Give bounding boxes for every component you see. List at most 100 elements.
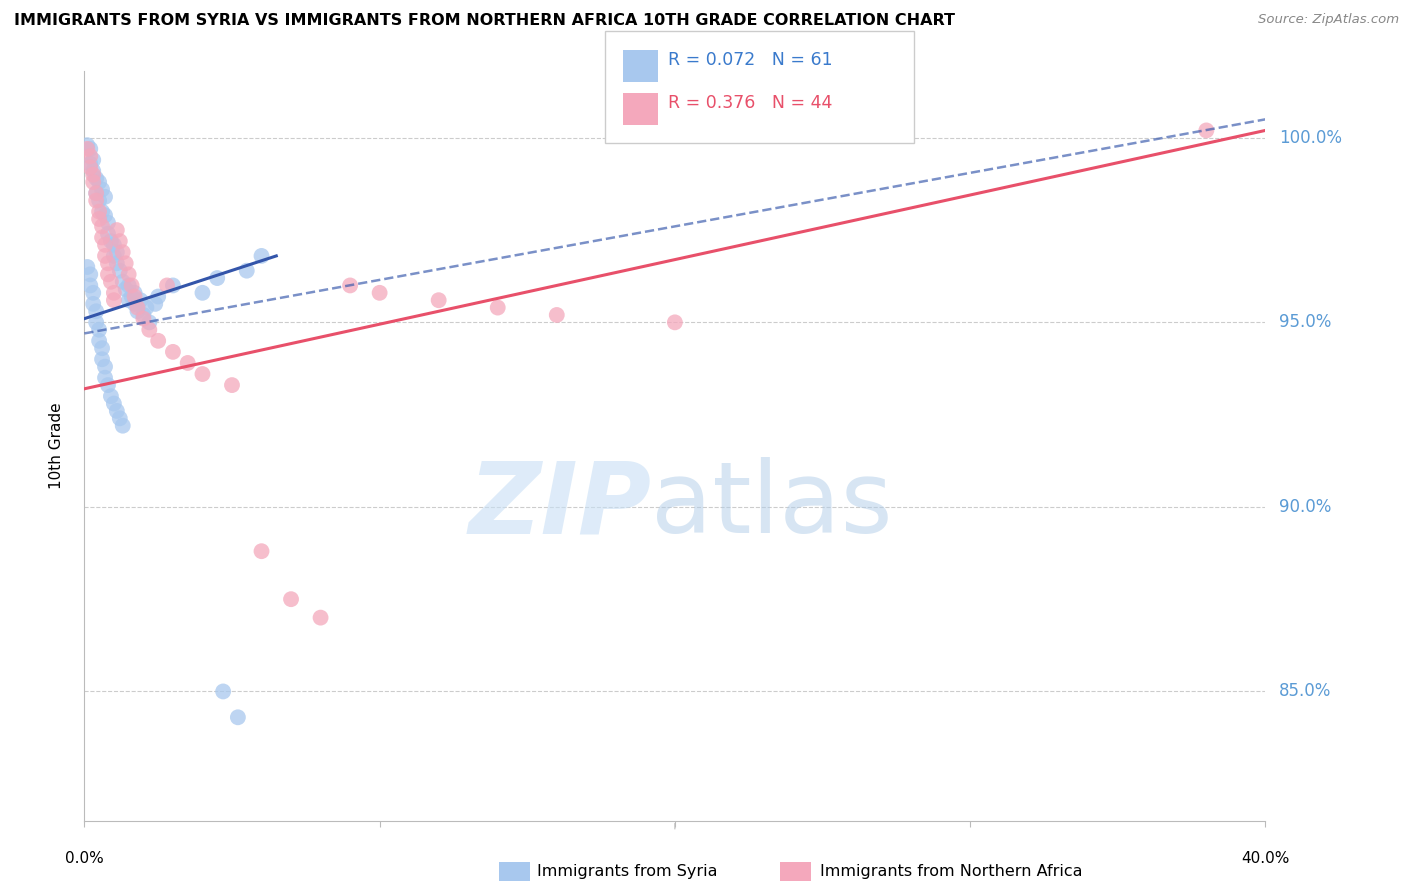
Point [280, 592, 302, 607]
Point [97, 256, 120, 270]
Point [105, 245, 128, 260]
Point [127, 301, 149, 315]
Point [111, 245, 134, 260]
Point [100, 389, 122, 403]
Point [138, 323, 160, 337]
Point [76, 138, 98, 153]
Point [97, 227, 120, 241]
Point [105, 404, 128, 418]
Point [87, 323, 111, 337]
Point [129, 293, 152, 308]
Point [97, 216, 120, 230]
Point [135, 301, 157, 315]
Point [82, 153, 104, 167]
Point [94, 190, 117, 204]
Point [108, 411, 131, 425]
Point [148, 334, 170, 348]
Text: atlas: atlas [651, 458, 893, 555]
Point [79, 149, 101, 163]
Point [103, 237, 125, 252]
Point [118, 293, 141, 308]
Text: R = 0.376   N = 44: R = 0.376 N = 44 [668, 94, 832, 112]
Point [87, 204, 111, 219]
Point [103, 285, 125, 300]
Point [82, 297, 104, 311]
Point [103, 249, 125, 263]
Point [87, 334, 111, 348]
Point [127, 304, 149, 318]
Text: 85.0%: 85.0% [1279, 682, 1331, 700]
Point [76, 260, 98, 274]
Point [148, 289, 170, 303]
Point [87, 175, 111, 189]
Point [79, 268, 101, 282]
Point [162, 278, 184, 293]
Point [124, 289, 146, 303]
Point [191, 367, 214, 381]
Point [121, 289, 143, 303]
Point [143, 297, 166, 311]
Point [108, 234, 131, 248]
Point [191, 285, 214, 300]
Point [105, 256, 128, 270]
Point [250, 249, 273, 263]
Text: R = 0.072   N = 61: R = 0.072 N = 61 [668, 51, 832, 69]
Point [103, 293, 125, 308]
Point [207, 271, 229, 285]
Text: 0.0%: 0.0% [65, 851, 104, 866]
Point [84, 186, 107, 201]
Point [546, 308, 568, 322]
Point [226, 710, 249, 724]
Point [250, 544, 273, 558]
Point [124, 285, 146, 300]
Point [100, 234, 122, 248]
Point [97, 378, 120, 392]
Point [94, 249, 117, 263]
Point [82, 164, 104, 178]
Point [94, 237, 117, 252]
Point [138, 315, 160, 329]
Point [103, 396, 125, 410]
Point [76, 142, 98, 156]
Point [111, 275, 134, 289]
Point [91, 341, 114, 355]
Point [82, 285, 104, 300]
Point [427, 293, 450, 308]
Point [212, 684, 235, 698]
Point [79, 161, 101, 175]
Point [132, 308, 155, 322]
Point [91, 204, 114, 219]
Point [82, 175, 104, 189]
Point [118, 278, 141, 293]
Point [84, 315, 107, 329]
Point [114, 256, 136, 270]
Point [177, 356, 200, 370]
Point [91, 352, 114, 367]
Point [132, 311, 155, 326]
Point [79, 142, 101, 156]
Text: Immigrants from Northern Africa: Immigrants from Northern Africa [820, 864, 1083, 879]
Point [664, 315, 686, 329]
Point [87, 194, 111, 208]
Point [221, 378, 243, 392]
Point [94, 359, 117, 374]
Point [236, 263, 259, 277]
Point [91, 182, 114, 196]
Point [94, 370, 117, 384]
Point [111, 418, 134, 433]
Point [118, 268, 141, 282]
Point [114, 282, 136, 296]
Point [162, 344, 184, 359]
Point [84, 304, 107, 318]
Point [486, 301, 509, 315]
Point [84, 194, 107, 208]
Point [94, 208, 117, 222]
Point [79, 156, 101, 170]
Y-axis label: 10th Grade: 10th Grade [49, 402, 63, 490]
Point [87, 212, 111, 227]
Point [309, 610, 332, 624]
Point [339, 278, 361, 293]
Point [1195, 123, 1218, 137]
Text: 95.0%: 95.0% [1279, 313, 1331, 331]
Text: Immigrants from Syria: Immigrants from Syria [537, 864, 717, 879]
